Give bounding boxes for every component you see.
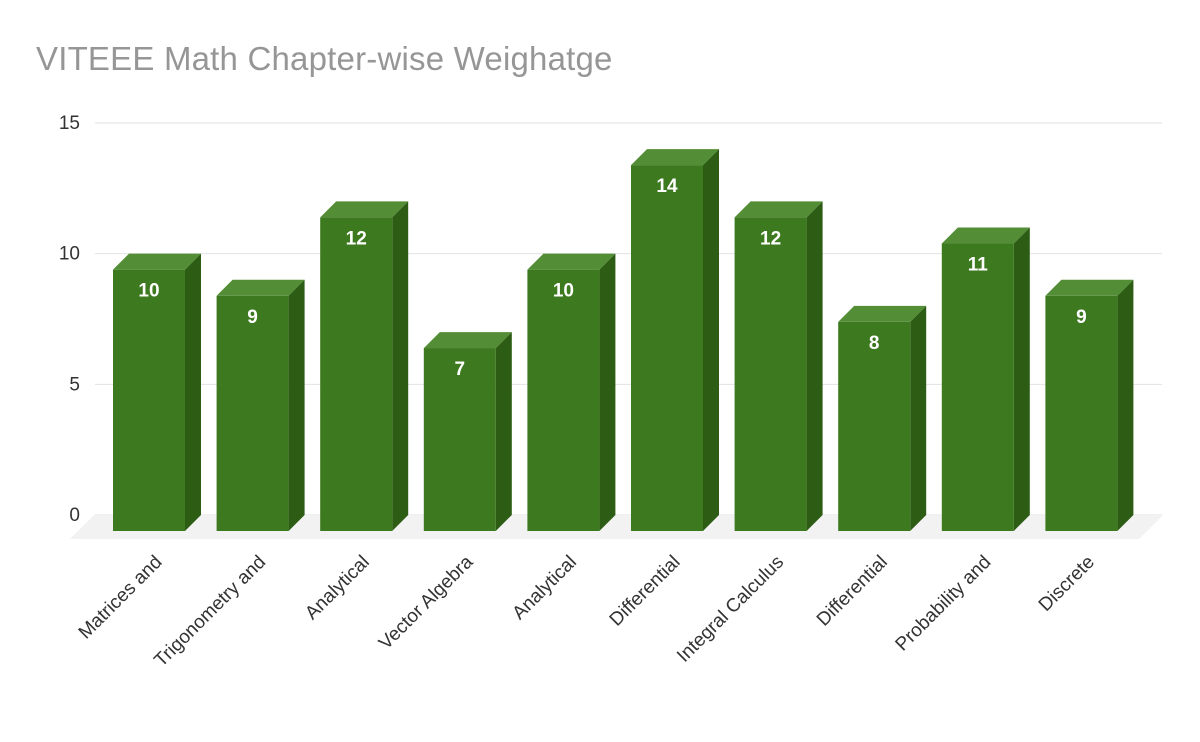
category-label: Analytical <box>509 552 581 624</box>
bar-top-face <box>216 279 305 296</box>
category-label: Integral Calculus <box>673 552 788 667</box>
bar: 10 <box>113 253 201 531</box>
y-axis-tick-label: 0 <box>69 505 80 526</box>
bar-value-label: 11 <box>968 255 989 276</box>
bar-value-label: 9 <box>247 307 258 328</box>
bar-side-face <box>495 332 512 531</box>
category-label: Probability and <box>892 552 996 656</box>
category-label: Vector Algebra <box>375 551 478 654</box>
bar-front-face <box>941 243 1014 532</box>
bar-side-face <box>703 149 719 531</box>
bar-top-face <box>734 201 823 218</box>
bar: 14 <box>631 149 719 531</box>
bar: 8 <box>838 305 927 531</box>
bar-side-face <box>806 201 823 531</box>
bar: 9 <box>1045 279 1134 531</box>
bar: 9 <box>216 279 305 531</box>
category-label: Differential <box>813 552 892 631</box>
bar-front-face <box>423 348 496 531</box>
bar-side-face <box>910 305 927 531</box>
bar-value-label: 12 <box>346 228 367 249</box>
y-axis-tick-label: 10 <box>59 244 80 265</box>
bar-front-face <box>1045 295 1118 531</box>
bar-top-face <box>631 149 719 166</box>
category-label: Analytical <box>301 552 373 624</box>
bar-side-face <box>185 253 201 531</box>
bar: 11 <box>941 227 1030 532</box>
bar-value-label: 9 <box>1076 307 1087 328</box>
category-label: Discrete <box>1035 552 1099 616</box>
bar-front-face <box>734 217 807 531</box>
bar-top-face <box>320 201 409 218</box>
bar-value-label: 7 <box>455 359 466 380</box>
bar-front-face <box>216 295 289 531</box>
bar-value-label: 14 <box>656 176 678 197</box>
bar-front-face <box>527 269 600 531</box>
bar-side-face <box>599 253 616 531</box>
bar-side-face <box>288 279 305 531</box>
y-axis-tick-label: 15 <box>59 113 80 134</box>
y-axis-tick-label: 5 <box>69 374 80 395</box>
bar-front-face <box>113 269 185 531</box>
bar-front-face <box>838 321 911 531</box>
category-label: Trigonometry and <box>150 552 270 672</box>
bar-top-face <box>941 227 1030 244</box>
bar-side-face <box>1013 227 1030 532</box>
bar-top-face <box>527 253 616 270</box>
bar-front-face <box>631 165 703 531</box>
category-label: Differential <box>606 552 685 631</box>
bar-value-label: 10 <box>553 281 574 302</box>
bar-value-label: 10 <box>138 281 159 302</box>
bar-side-face <box>392 201 409 531</box>
bar-value-label: 8 <box>869 333 880 354</box>
bar-top-face <box>838 305 927 322</box>
bar-top-face <box>1045 279 1134 296</box>
bar-front-face <box>320 217 393 531</box>
category-label: Matrices and <box>75 552 167 644</box>
bar-top-face <box>113 253 201 270</box>
chart-title: VITEEE Math Chapter-wise Weighatge <box>36 40 613 77</box>
bar: 12 <box>320 201 409 531</box>
bar: 10 <box>527 253 616 531</box>
bar-side-face <box>1117 279 1134 531</box>
bar: 12 <box>734 201 823 531</box>
bar-value-label: 12 <box>760 228 781 249</box>
bar: 7 <box>423 332 512 531</box>
bar-top-face <box>423 332 512 349</box>
